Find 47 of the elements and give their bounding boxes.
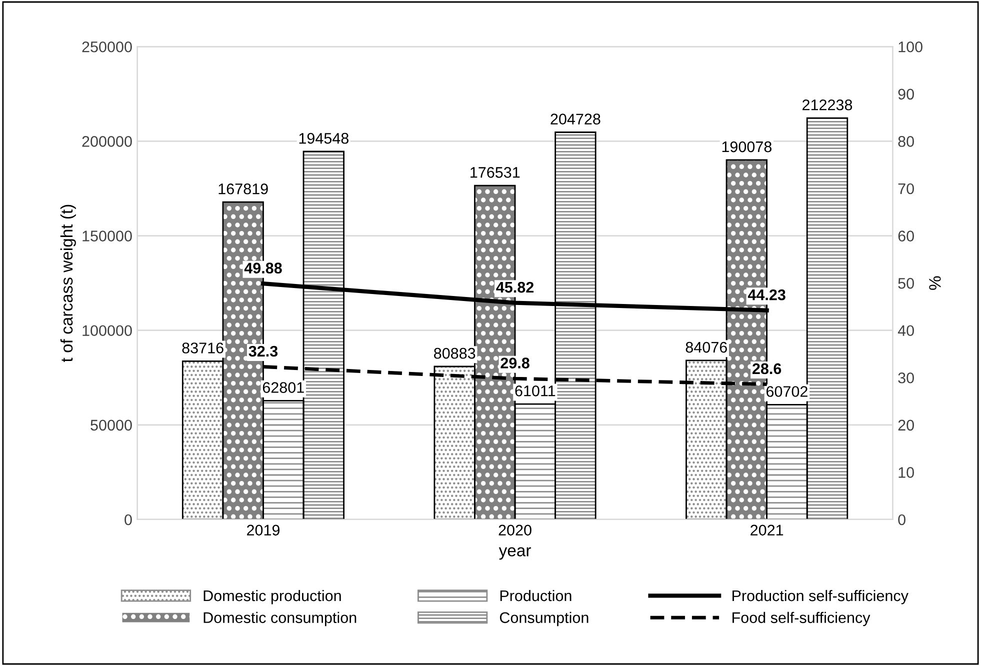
y-axis-title: t of carcass weight (t) [60,204,76,362]
x-tick-label: 2021 [750,524,784,536]
y2-tick-label: 30 [898,372,914,384]
data-label: 32.3 [248,346,278,357]
y2-tick-label: 0 [898,514,906,526]
data-label: 45.82 [496,282,534,293]
legend-label: Domestic consumption [204,612,356,626]
y2-axis-title: % [929,276,941,290]
legend-label: Production [500,590,572,602]
data-label: 29.8 [500,358,530,368]
y2-tick-label: 20 [898,420,914,431]
data-label: 167819 [218,183,268,194]
y-tick-label: 0 [124,514,132,526]
data-label: 84076 [686,342,727,353]
x-tick-label: 2020 [498,524,532,536]
data-label: 176531 [470,167,520,178]
y2-tick-label: 90 [898,88,914,100]
legend-label: Consumption [500,612,588,626]
data-label: 61011 [515,386,556,396]
legend-label: Domestic production [204,590,341,604]
x-tick-label: 2019 [247,524,280,536]
y2-tick-label: 80 [898,136,914,147]
y-tick-label: 50000 [90,420,132,431]
data-label: 80883 [434,348,476,359]
x-axis-title: year [498,547,531,560]
data-label: 194548 [299,132,348,144]
y-tick-label: 250000 [82,41,132,52]
y2-tick-label: 10 [898,467,914,478]
data-label: 190078 [722,141,772,152]
y2-tick-label: 60 [898,230,914,242]
data-label: 28.6 [752,363,782,374]
legend-label: Production self-sufficiency [732,590,908,604]
y-tick-label: 150000 [82,230,132,242]
data-label: 212238 [802,99,852,110]
y2-tick-label: 50 [898,278,914,289]
data-label: 83716 [182,342,224,354]
y-tick-label: 200000 [82,136,132,147]
data-label: 49.88 [244,262,282,274]
y2-tick-label: 100 [898,41,922,52]
y-tick-label: 100000 [82,325,132,336]
data-label: 204728 [550,114,600,124]
legend-label: Food self-sufficiency [732,612,870,626]
y2-tick-label: 70 [898,183,914,194]
y2-tick-label: 40 [898,325,914,336]
data-label: 44.23 [748,289,786,300]
data-label: 60702 [766,386,808,397]
data-label: 62801 [262,382,304,393]
